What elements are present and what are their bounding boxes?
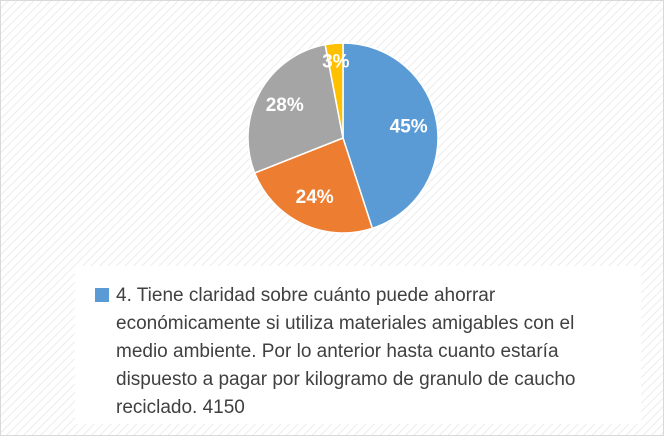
data-label: 28%: [266, 95, 304, 116]
data-label: 24%: [296, 187, 334, 208]
legend-key: [95, 288, 109, 302]
pie: 45% 24% 28% 3%: [247, 42, 439, 234]
legend: 4. Tiene claridad sobre cuánto puede aho…: [75, 266, 641, 424]
pie-slice: [247, 43, 344, 174]
pie-slice: [342, 42, 439, 230]
data-label: 45%: [390, 117, 428, 138]
data-label: 3%: [322, 51, 350, 72]
pie-slice: [324, 42, 344, 139]
legend-label: 4. Tiene claridad sobre cuánto puede aho…: [116, 285, 576, 418]
legend-entry: 4. Tiene claridad sobre cuánto puede aho…: [95, 282, 631, 422]
